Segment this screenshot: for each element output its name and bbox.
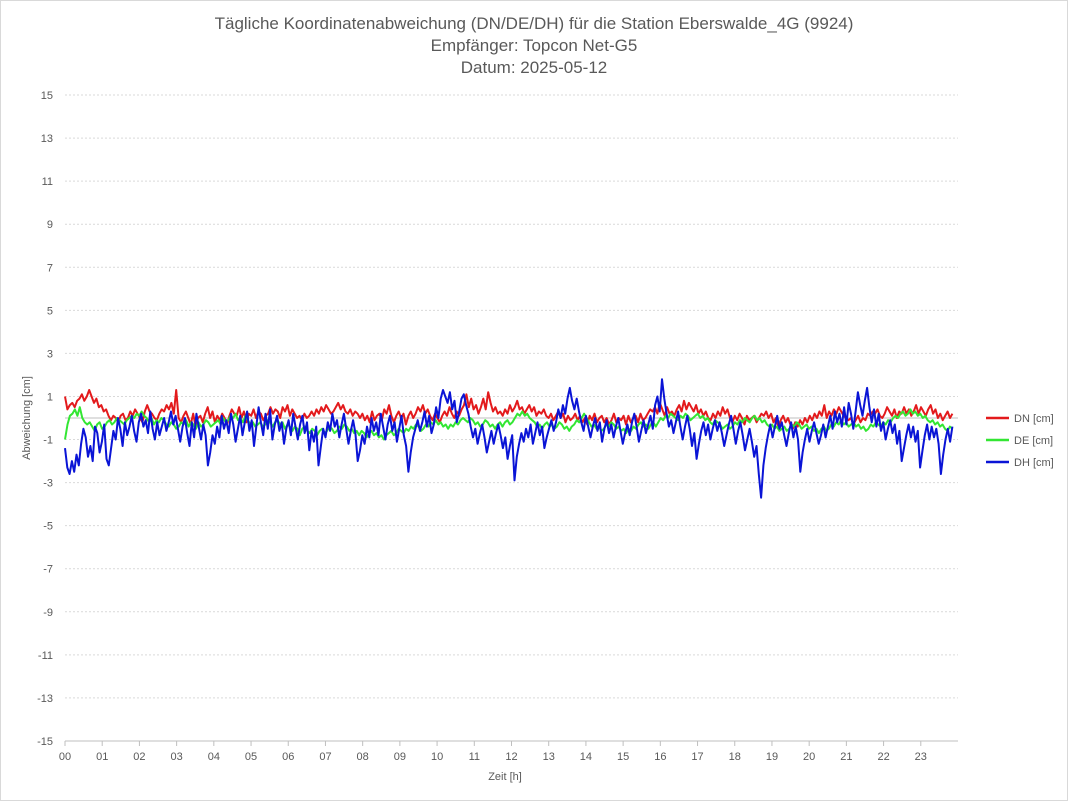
x-tick-label: 15 [617, 751, 629, 763]
chart-subtitle-receiver: Empfänger: Topcon Net-G5 [431, 36, 638, 55]
y-tick-label: -11 [38, 650, 53, 662]
x-tick-label: 22 [877, 751, 889, 763]
chart-subtitle-date: Datum: 2025-05-12 [461, 58, 607, 77]
x-tick-label: 01 [96, 751, 108, 763]
x-tick-label: 18 [729, 751, 741, 763]
x-tick-label: 19 [766, 751, 778, 763]
series-de-line [64, 406, 954, 441]
legend: DN [cm] DE [cm] DH [cm] [986, 413, 1054, 469]
x-tick-label: 06 [282, 751, 294, 763]
y-axis-ticks: 15 13 11 9 7 5 3 1 -1 -3 -5 -7 -9 -11 -13 -15 [37, 90, 53, 748]
y-tick-label: -9 [43, 607, 53, 619]
x-tick-label: 07 [319, 751, 331, 763]
legend-dh-label: DH [cm] [1014, 457, 1054, 469]
series-dn-line [64, 389, 954, 430]
y-tick-label: -3 [43, 478, 53, 490]
x-tick-label: 05 [245, 751, 257, 763]
x-tick-label: 02 [133, 751, 145, 763]
x-tick-label: 17 [691, 751, 703, 763]
x-tick-label: 00 [59, 751, 71, 763]
x-tick-label: 20 [803, 751, 815, 763]
y-tick-label: -7 [43, 564, 53, 576]
x-axis-ticks: 00 01 02 03 04 05 06 07 08 09 10 11 12 13 14 15 16 17 18 19… [59, 741, 927, 763]
x-tick-label: 16 [654, 751, 666, 763]
y-tick-label: -15 [37, 736, 53, 748]
y-tick-label: -13 [37, 693, 53, 705]
x-axis-label: Zeit [h] [488, 771, 522, 783]
y-tick-label: -5 [43, 521, 53, 533]
x-tick-label: 10 [431, 751, 443, 763]
x-tick-label: 21 [840, 751, 852, 763]
y-tick-label: 13 [41, 133, 53, 145]
y-tick-label: 9 [47, 219, 53, 231]
series-lines [64, 378, 954, 499]
x-tick-label: 13 [543, 751, 555, 763]
y-tick-label: 3 [47, 348, 53, 360]
x-tick-label: 11 [469, 751, 480, 763]
x-tick-label: 12 [505, 751, 517, 763]
x-tick-label: 09 [394, 751, 406, 763]
x-tick-label: 23 [915, 751, 927, 763]
x-tick-label: 08 [357, 751, 369, 763]
y-tick-label: 5 [47, 305, 53, 317]
legend-dn-label: DN [cm] [1014, 413, 1054, 425]
y-tick-label: 7 [47, 262, 53, 274]
y-tick-label: 15 [41, 90, 53, 102]
y-tick-label: 11 [42, 176, 53, 188]
legend-de-label: DE [cm] [1014, 435, 1053, 447]
x-tick-label: 03 [171, 751, 183, 763]
y-axis-label: Abweichung [cm] [21, 376, 33, 460]
y-tick-label: 1 [47, 391, 53, 403]
x-tick-label: 04 [208, 751, 220, 763]
chart-title: Tägliche Koordinatenabweichung (DN/DE/DH… [215, 14, 854, 33]
x-tick-label: 14 [580, 751, 592, 763]
series-dh-line [64, 378, 954, 499]
y-tick-label: -1 [43, 435, 53, 447]
